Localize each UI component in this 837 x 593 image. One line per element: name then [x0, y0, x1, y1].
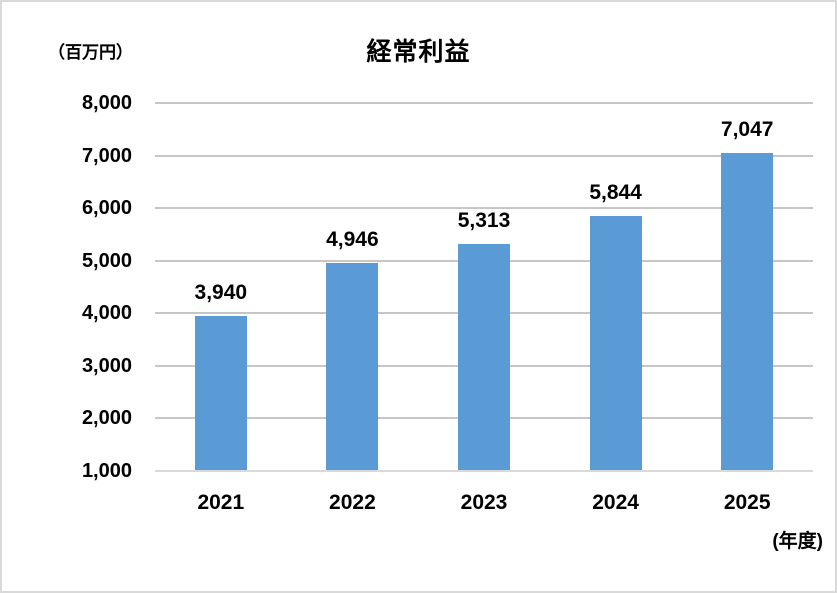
bar-2022: [326, 263, 379, 471]
gridline: [155, 207, 813, 209]
y-tick-label: 1,000: [81, 459, 132, 482]
bar-value-label: 7,047: [720, 118, 774, 142]
x-axis-unit-label: (年度): [772, 531, 823, 552]
x-tick-label: 2021: [197, 490, 245, 514]
bar-2024: [589, 216, 642, 471]
y-tick-label: 8,000: [81, 92, 132, 114]
y-tick-label: 6,000: [81, 197, 132, 219]
x-tick-label: 2025: [723, 490, 771, 514]
chart-title: 経常利益: [366, 38, 471, 66]
bar-value-label: 3,940: [194, 281, 248, 305]
y-axis-unit-label: （百万円）: [48, 43, 133, 62]
y-tick-label: 5,000: [81, 249, 132, 272]
y-tick-label: 7,000: [81, 144, 132, 167]
bar-2025: [721, 153, 774, 471]
bar-2021: [194, 316, 247, 471]
x-tick-label: 2024: [592, 490, 639, 514]
gridline: [155, 102, 813, 104]
x-tick-label: 2022: [329, 490, 376, 514]
y-tick-label: 3,000: [81, 354, 132, 377]
bar-2023: [458, 244, 510, 471]
y-tick-label: 2,000: [81, 407, 132, 429]
bar-value-label: 5,844: [589, 181, 642, 205]
y-tick-label: 4,000: [81, 302, 132, 324]
bar-value-label: 5,313: [457, 209, 511, 233]
bar-value-label: 4,946: [326, 228, 379, 252]
x-axis-baseline: [155, 469, 813, 472]
x-tick-label: 2023: [460, 490, 508, 514]
gridline: [155, 154, 813, 157]
